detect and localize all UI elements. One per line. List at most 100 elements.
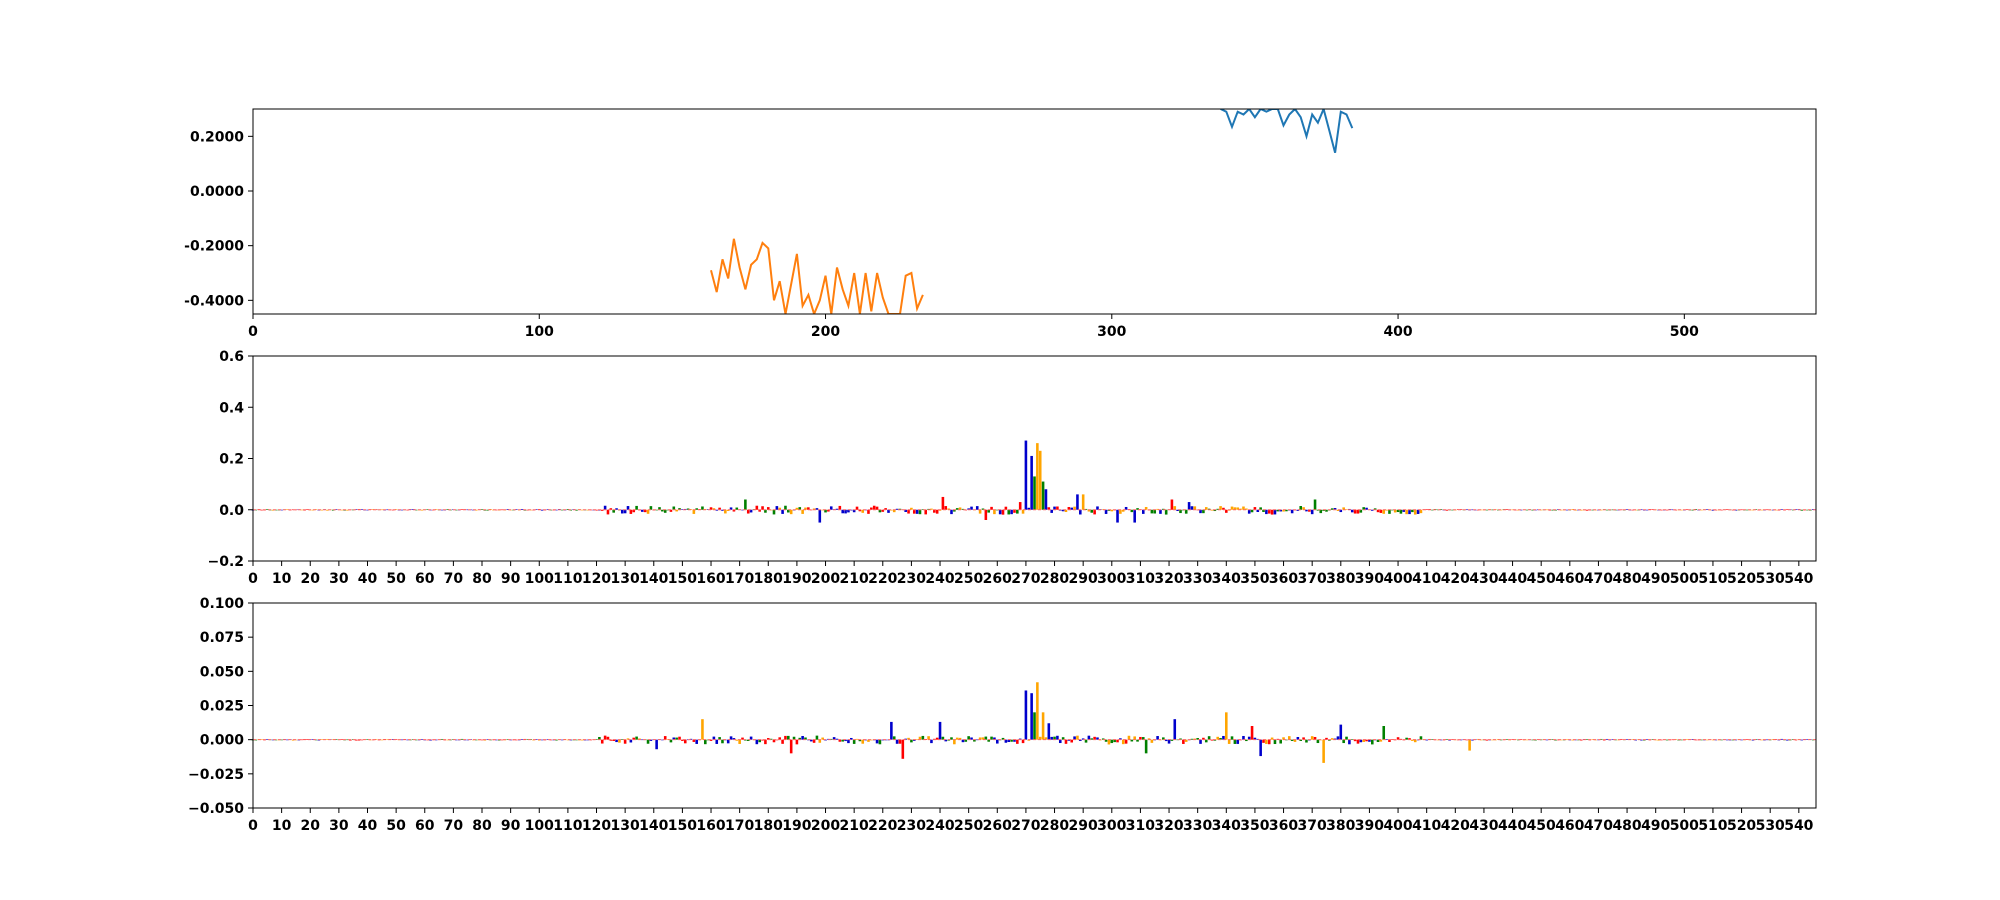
nucleotide-bar: [1096, 737, 1099, 740]
nucleotide-bar: [872, 505, 876, 510]
nucleotide-bar: [506, 509, 510, 510]
nucleotide-bar: [692, 509, 696, 514]
nucleotide-bar: [801, 735, 804, 740]
nucleotide-bar: [1061, 509, 1065, 512]
nucleotide-bar: [1371, 509, 1374, 511]
nucleotide-bar: [987, 509, 990, 513]
nucleotide-bar: [787, 509, 790, 513]
nucleotide-bar: [1133, 736, 1136, 740]
nucleotide-bar: [1685, 739, 1689, 740]
nucleotide-bar: [930, 739, 933, 744]
nucleotide-bar: [635, 505, 638, 510]
nucleotide-bar: [603, 735, 607, 740]
nucleotide-bar: [921, 735, 925, 740]
x-tick-label: 60: [415, 571, 435, 587]
nucleotide-bar: [480, 739, 484, 741]
nucleotide-bar: [947, 508, 950, 510]
nucleotide-bar: [566, 509, 570, 510]
nucleotide-bar: [1262, 509, 1265, 512]
nucleotide-bar: [1525, 739, 1529, 741]
nucleotide-bar: [1213, 739, 1217, 741]
nucleotide-bar: [1018, 502, 1022, 510]
nucleotide-bar: [595, 739, 598, 740]
nucleotide-bar: [306, 739, 309, 740]
nucleotide-bar: [1419, 736, 1423, 740]
nucleotide-bar: [761, 739, 764, 741]
nucleotide-bar: [1740, 509, 1743, 511]
nucleotide-bar: [618, 739, 621, 743]
nucleotide-bar: [1591, 509, 1595, 511]
nucleotide-bar: [1711, 509, 1715, 511]
nucleotide-bar: [850, 509, 853, 511]
panel-line: -0.4000 -0.2000 0.0000 0.2000 0 100 200 300 400 5…: [184, 108, 1817, 340]
nucleotide-bar: [1084, 508, 1088, 510]
nucleotide-bar: [744, 499, 747, 510]
nucleotide-bar: [818, 509, 822, 523]
nucleotide-bar: [1130, 509, 1134, 513]
nucleotide-bar: [1571, 509, 1574, 510]
nucleotide-bar: [867, 739, 870, 742]
nucleotide-bar: [1431, 739, 1434, 740]
nucleotide-bar: [852, 739, 856, 744]
nucleotide-bar: [718, 507, 721, 510]
nucleotide-bar: [795, 507, 799, 510]
nucleotide-bar: [1153, 509, 1157, 514]
nucleotide-bar: [804, 507, 807, 510]
x-tick-label: 210: [840, 818, 869, 834]
nucleotide-bar: [809, 509, 813, 511]
nucleotide-bar: [1190, 506, 1194, 510]
x-tick-label: 490: [1641, 571, 1670, 587]
nucleotide-bar: [990, 736, 993, 740]
x-tick-label: 510: [1698, 571, 1727, 587]
nucleotide-bar: [1021, 509, 1025, 514]
x-tick-label: 260: [983, 571, 1012, 587]
nucleotide-bar: [1293, 739, 1297, 742]
nucleotide-bar: [1030, 693, 1033, 740]
nucleotide-bar: [1036, 443, 1039, 510]
nucleotide-bar: [346, 509, 349, 511]
nucleotide-bar: [955, 508, 959, 510]
nucleotide-bar: [286, 509, 289, 510]
nucleotide-bar: [958, 507, 962, 510]
nucleotide-bar: [1119, 738, 1122, 740]
nucleotide-bar: [386, 509, 389, 511]
nucleotide-bar: [649, 739, 653, 741]
x-tick-label: 180: [754, 818, 783, 834]
nucleotide-bar: [852, 509, 856, 513]
x-tick-label: 430: [1469, 818, 1498, 834]
nucleotide-bar: [366, 739, 369, 740]
nucleotide-bar: [1640, 739, 1643, 741]
nucleotide-bar: [1121, 739, 1125, 745]
nucleotide-bar: [996, 739, 999, 744]
nucleotide-bar: [1491, 509, 1494, 511]
x-tick-label: 230: [897, 571, 926, 587]
nucleotide-bar: [878, 739, 882, 745]
nucleotide-bar: [1079, 509, 1082, 515]
nucleotide-bar: [1388, 509, 1391, 514]
nucleotide-bar: [1030, 455, 1033, 510]
nucleotide-bar: [326, 509, 329, 511]
x-tick-label: 220: [868, 571, 897, 587]
nucleotide-bar: [346, 739, 349, 741]
nucleotide-bar: [1104, 509, 1108, 514]
nucleotide-bar: [1007, 509, 1011, 515]
nucleotide-bar: [741, 737, 744, 740]
nucleotide-bar: [1336, 509, 1340, 511]
nucleotide-bar: [1746, 739, 1749, 740]
nucleotide-bar: [1041, 481, 1045, 510]
nucleotide-bar: [789, 739, 793, 754]
nucleotide-bar: [1780, 738, 1783, 740]
nucleotide-bar: [606, 509, 610, 515]
nucleotide-bar: [858, 739, 862, 742]
x-tick-label: 380: [1326, 571, 1355, 587]
nucleotide-bar: [1511, 739, 1514, 740]
x-tick-label: 480: [1612, 571, 1641, 587]
x-tick-label: 0: [248, 324, 258, 340]
x-tick-label: 450: [1527, 571, 1556, 587]
nucleotide-bar: [741, 509, 744, 511]
nucleotide-bar: [1250, 509, 1254, 513]
nucleotide-bar: [850, 737, 853, 740]
y-tick-label: 0.6: [219, 349, 244, 365]
nucleotide-bar: [890, 721, 893, 740]
x-tick-label: 140: [639, 818, 668, 834]
